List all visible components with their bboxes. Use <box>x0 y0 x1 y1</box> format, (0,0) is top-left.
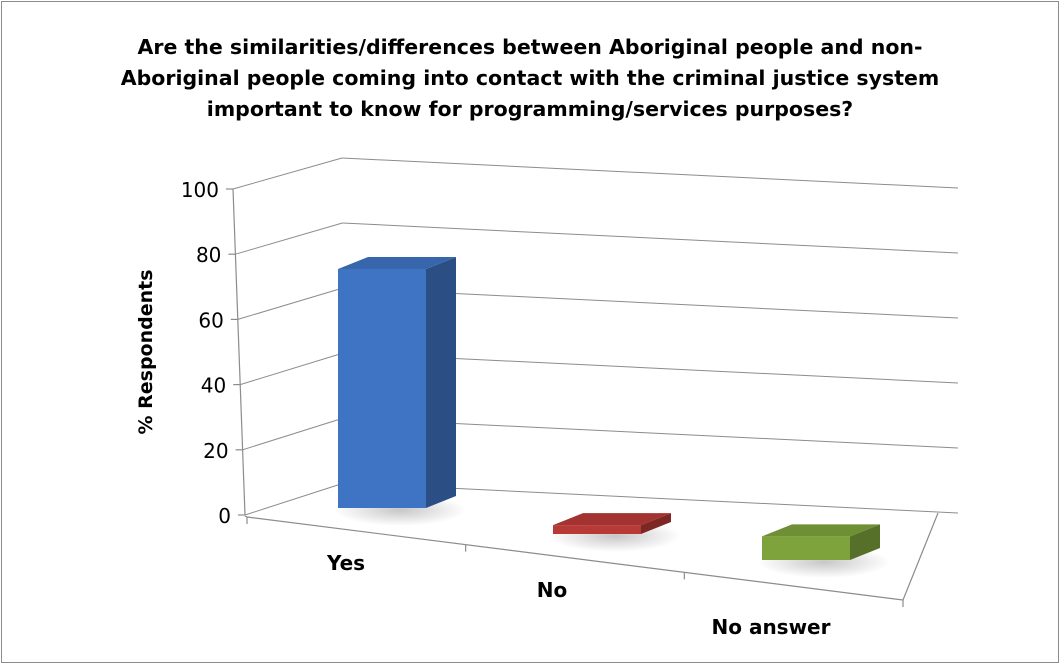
bar-side <box>850 524 880 560</box>
y-tick-label: 100 <box>181 178 219 202</box>
axis-labels: 0 20 40 60 80 100 % Respondents Yes No No answer <box>135 178 831 639</box>
bar-side <box>641 513 671 534</box>
bar-side <box>426 257 456 508</box>
y-tick-label: 0 <box>218 504 231 528</box>
gridline-left-wall <box>244 482 345 516</box>
bar-top <box>762 524 880 537</box>
bar <box>338 269 426 508</box>
gridline-left-wall <box>240 352 344 386</box>
y-tick-label: 20 <box>203 439 228 463</box>
gridline-left-wall <box>232 157 343 190</box>
bar-top <box>338 257 456 269</box>
y-axis-title: % Respondents <box>135 269 157 434</box>
floor-edge-right <box>902 512 939 601</box>
x-tick-label: No <box>537 578 567 602</box>
gridline-left-wall <box>235 222 343 255</box>
x-tick-label: No answer <box>712 615 831 639</box>
gridline <box>341 157 959 189</box>
y-tick-label: 60 <box>198 308 223 332</box>
bars <box>334 257 890 578</box>
bar-top <box>553 513 671 526</box>
bar <box>553 525 641 534</box>
y-tick-label: 80 <box>196 243 221 267</box>
bar <box>762 536 850 560</box>
y-tick-label: 40 <box>201 374 226 398</box>
x-tick-label: Yes <box>326 551 365 575</box>
axes <box>226 188 939 607</box>
gridline-left-wall <box>237 287 343 320</box>
gridline-left-wall <box>242 417 344 451</box>
chart-title: Are the similarities/differences between… <box>120 35 940 121</box>
y-axis-line <box>232 188 246 516</box>
gridline <box>342 222 959 254</box>
